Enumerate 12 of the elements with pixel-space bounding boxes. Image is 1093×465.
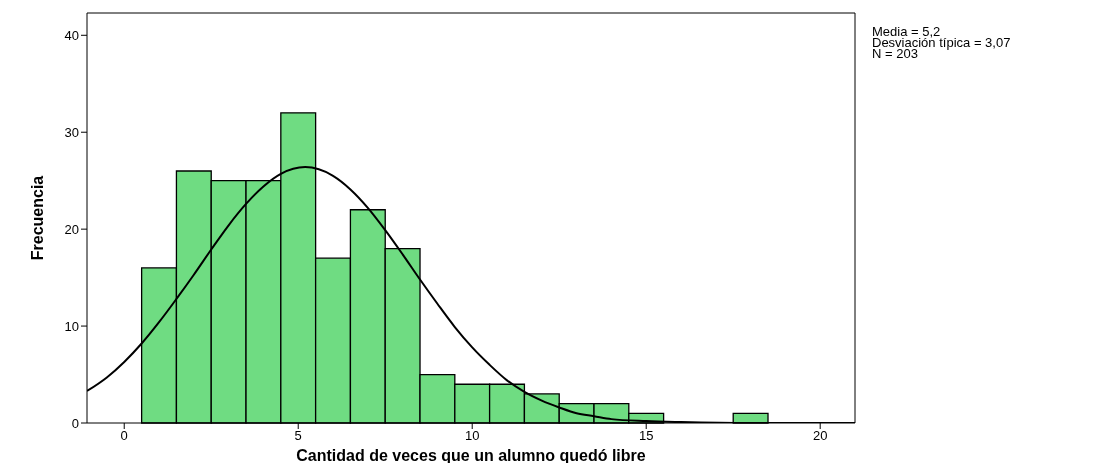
y-tick-label: 40 xyxy=(64,27,79,43)
y-tick-label: 0 xyxy=(71,415,79,431)
x-tick-label: 0 xyxy=(120,428,128,444)
x-tick-label: 20 xyxy=(812,428,828,444)
text: N = 203 xyxy=(872,46,918,61)
y-tick-label: 10 xyxy=(64,318,79,334)
x-tick-label: 15 xyxy=(638,428,654,444)
x-tick-label: 5 xyxy=(294,428,302,444)
y-tick-label: 20 xyxy=(64,221,79,237)
y-axis-title: Frecuencia xyxy=(28,175,46,261)
y-tick-label: 30 xyxy=(64,124,79,140)
x-tick-label: 10 xyxy=(464,428,480,444)
